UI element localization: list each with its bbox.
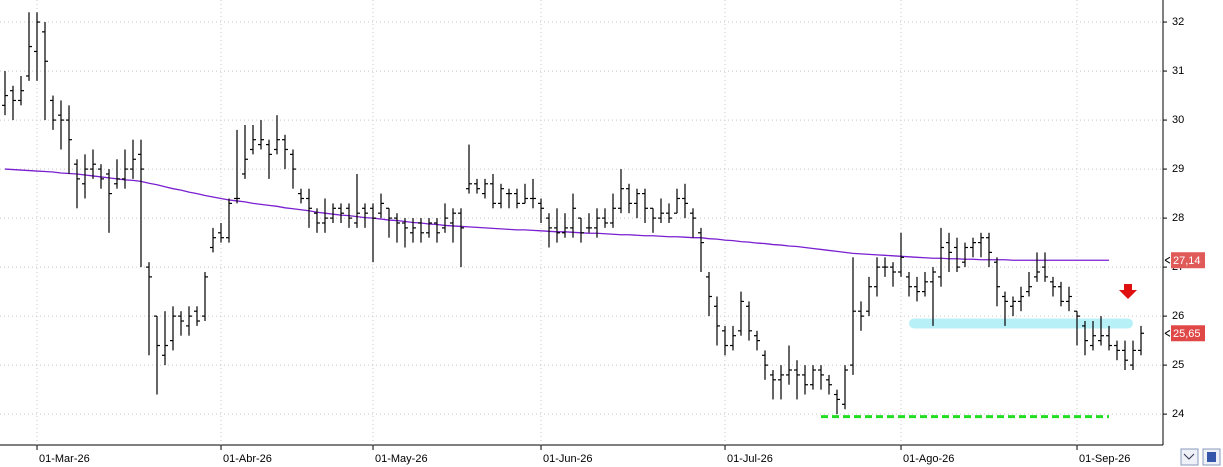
icon (1207, 452, 1216, 462)
y-tick-label: 30 (1172, 114, 1184, 126)
price-label: 27,14 (1173, 255, 1201, 267)
y-tick-label: 25 (1172, 359, 1184, 371)
plot-area: 24252627282930313201-Mar-2601-Abr-2601-M… (0, 0, 1184, 465)
zone (909, 318, 1133, 329)
y-tick-label: 32 (1172, 16, 1184, 28)
x-tick-label: 01-Jun-26 (543, 453, 593, 465)
price-pointer (1164, 329, 1171, 337)
icon (1183, 453, 1195, 460)
x-tick-label: 01-Jul-26 (727, 453, 773, 465)
price-label: 25,65 (1173, 328, 1201, 340)
x-tick-label: 01-Ago-26 (903, 453, 954, 465)
y-tick-label: 29 (1172, 163, 1184, 175)
x-tick-label: 01-May-26 (375, 453, 428, 465)
scroll-button[interactable] (1180, 448, 1199, 466)
x-tick-label: 01-Mar-26 (39, 453, 90, 465)
y-tick-label: 28 (1172, 212, 1184, 224)
price-label-box (1171, 252, 1205, 269)
price-label-box (1171, 325, 1205, 342)
x-tick-label: 01-Sep-26 (1079, 453, 1130, 465)
price-pointer (1164, 256, 1171, 264)
x-tick-label: 01-Abr-26 (223, 453, 272, 465)
y-tick-label: 24 (1172, 408, 1184, 420)
y-tick-label: 31 (1172, 65, 1184, 77)
y-tick-label: 26 (1172, 310, 1184, 322)
down-arrow (1119, 284, 1137, 299)
